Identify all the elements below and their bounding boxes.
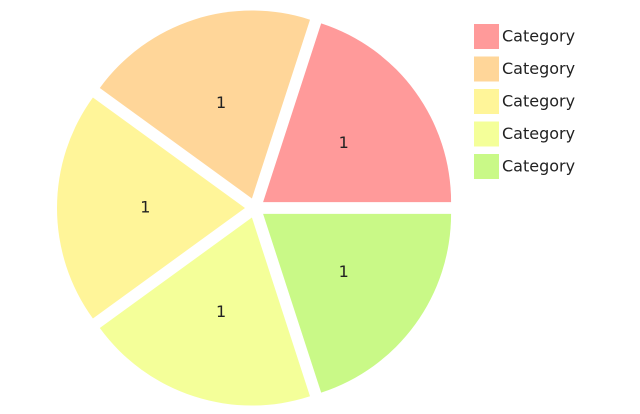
legend-swatch <box>474 154 499 179</box>
pie-slice <box>56 97 245 319</box>
legend-swatch <box>474 24 499 49</box>
pie-slice <box>99 10 311 199</box>
slice-label: 1 <box>140 198 150 217</box>
slice-label: 1 <box>339 262 349 281</box>
legend-label: Category <box>502 59 575 78</box>
legend-label: Category <box>502 27 575 46</box>
legend-swatch <box>474 56 499 82</box>
legend-swatch <box>474 89 499 114</box>
legend-label: Category <box>502 157 575 176</box>
slice-label: 1 <box>339 133 349 152</box>
legend-label: Category <box>502 124 575 143</box>
pie-slice <box>263 23 452 203</box>
pie-slice <box>99 217 311 406</box>
legend-swatch <box>474 121 499 147</box>
legend-label: Category <box>502 92 575 111</box>
slice-label: 1 <box>216 93 226 112</box>
slice-label: 1 <box>216 302 226 321</box>
pie-slice <box>263 213 452 393</box>
